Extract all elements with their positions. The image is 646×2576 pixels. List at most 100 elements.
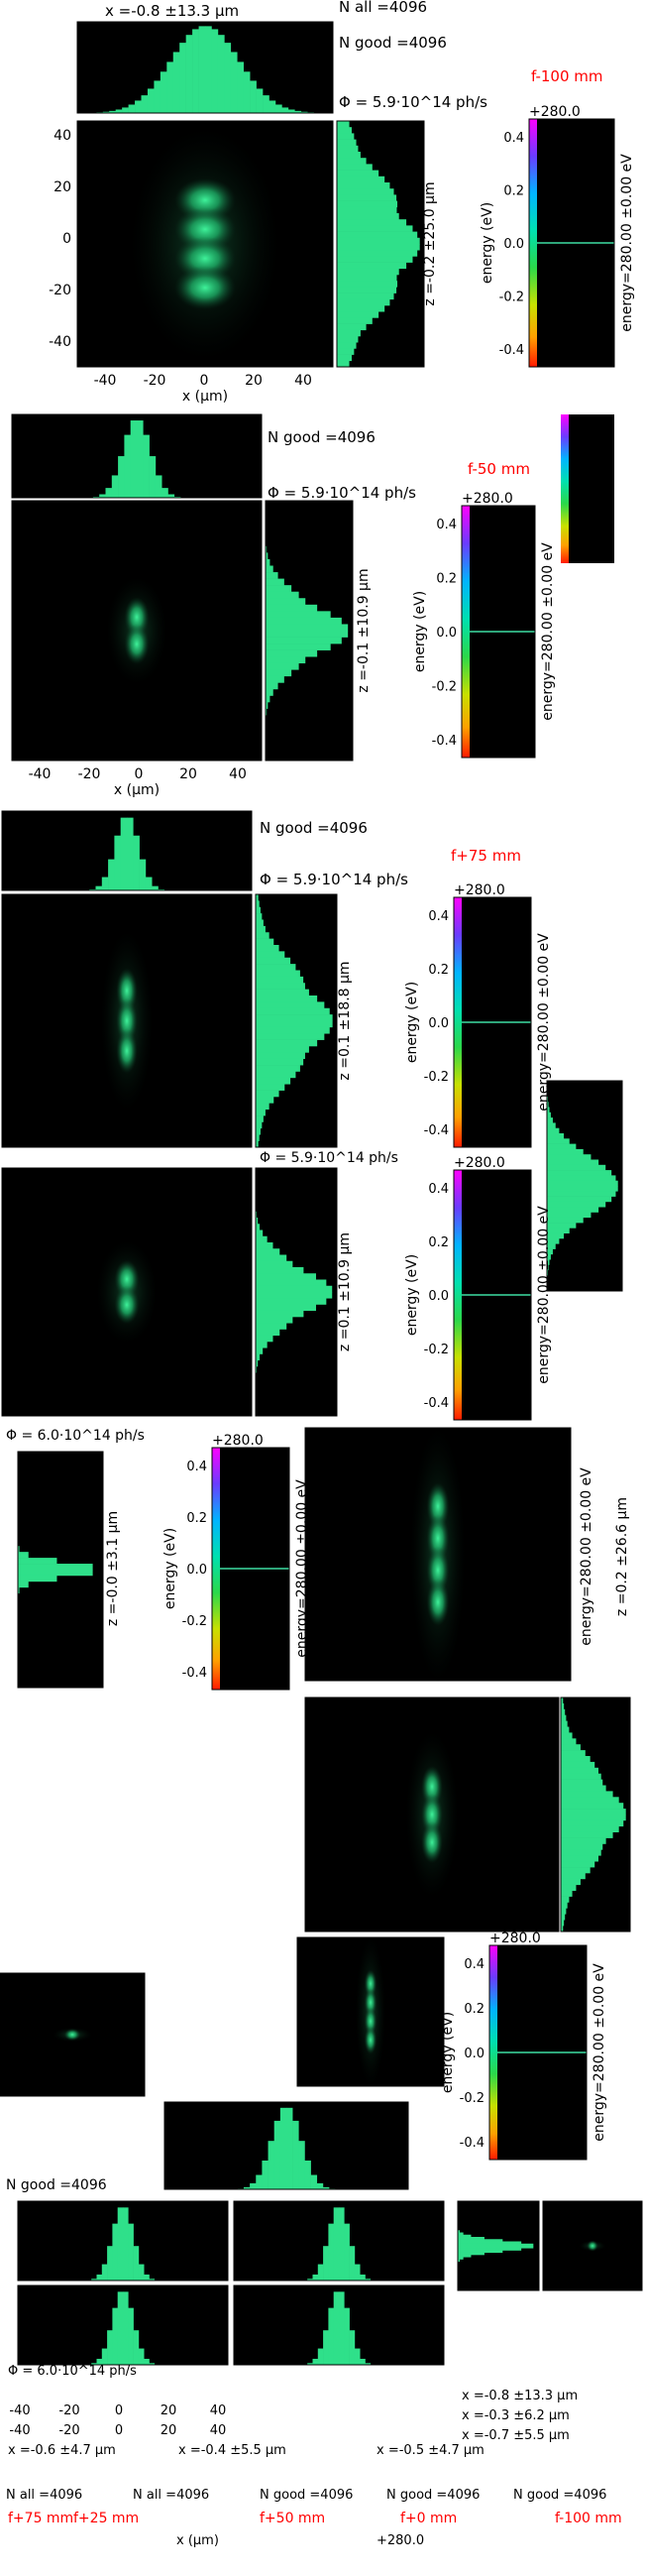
p6b-zhist-bar [561, 1926, 564, 1932]
p2-zhist-bar [266, 565, 273, 573]
p1-zhist-bar [337, 170, 379, 177]
p6-image-frame [304, 1427, 572, 1682]
s3-xhist-bar [365, 2279, 372, 2281]
s6-zhist-bar [458, 2248, 522, 2251]
p3-energy-tick: -0.2 [424, 1070, 449, 1085]
p6b-zhist-frame [560, 1697, 631, 1932]
summary-x-tick: -20 [58, 2403, 79, 2418]
p3-zhist-bar [256, 964, 296, 971]
p4-image-frame [1, 1167, 253, 1417]
p6b-zhist-bar [561, 1849, 601, 1856]
p3-zhist-bar [256, 1115, 264, 1122]
s6-zhist-bar [458, 2239, 503, 2242]
panel-f0: z =0.2 ±26.6 μm energy=280.00 ±0.00 eV +28… [296, 1426, 631, 2161]
s5-xhist-bar [323, 2330, 329, 2365]
p3-side-zhist-bar [547, 1201, 606, 1208]
p6b-zhist-bar [561, 1702, 565, 1710]
p3-zhist-bar [256, 1052, 305, 1060]
p1-xhist-bar [274, 104, 282, 113]
p1-zhist-bar [337, 293, 394, 300]
s1-xhist-bar [292, 2120, 299, 2189]
p2-energy-offset: +280.0 [462, 491, 513, 507]
p3-zhist-bar [256, 995, 318, 1002]
summary-stat: x =-0.3 ±6.2 μm [462, 2408, 570, 2423]
p1-image-frame [76, 120, 334, 368]
p1-x-tick: 20 [245, 373, 263, 389]
panel-f25: Φ = 6.0·10^14 ph/s z =-0.0 ±3.1 μm +280.0 0… [0, 1428, 310, 2193]
p3-zhist-bar [256, 1097, 274, 1104]
s4-xhist-bar [133, 2330, 140, 2365]
s6-zhist-bar [458, 2243, 534, 2247]
p4-zhist-bar [256, 1335, 273, 1343]
p2-zhist-bar [266, 708, 268, 716]
p6b-zhist-bar [561, 1920, 565, 1927]
p3-side-zhist-bar [547, 1154, 592, 1160]
s1-xhist-bar [268, 2141, 274, 2189]
summary-stat: x =-0.8 ±13.3 μm [462, 2389, 578, 2403]
p6b-zhist-bar [561, 1761, 595, 1769]
s6-zhist-bar [458, 2250, 503, 2254]
p3-side-zhist-bar [547, 1102, 549, 1108]
s4-xhist-bar [101, 2348, 108, 2365]
p3-side-zhist-bar [547, 1217, 584, 1224]
s5-xhist-bar [349, 2330, 356, 2365]
s5-xhist-bar [339, 2291, 345, 2365]
p2-zhist-bar [266, 604, 318, 612]
p1-zhist-bar [337, 250, 418, 257]
p1-zhist-bar [337, 256, 413, 263]
summary-stat: x =-0.6 ±4.7 μm [8, 2443, 116, 2458]
p3-side-zhist-bar [547, 1112, 551, 1118]
s3-xhist-bar [360, 2274, 366, 2281]
p1-xhist-bar [154, 80, 162, 113]
p1-zhist-bar [337, 287, 397, 293]
p6-z-stat: z =0.2 ±26.6 μm [614, 1497, 630, 1616]
s6-zhist-bar [458, 2257, 464, 2260]
p5-energy-offset: +280.0 [212, 1433, 264, 1449]
p4-zhist-bar [256, 1267, 304, 1274]
p2-zhist-frame [265, 500, 354, 761]
p4-zhist-bar [256, 1359, 259, 1367]
panel-f50: Φ = 5.9·10^14 ph/s z =0.1 ±10.9 μm +280.0 0… [1, 1150, 552, 1421]
p1-xhist-bar [172, 52, 180, 113]
s4-xhist-bar [117, 2291, 124, 2365]
p1-energy-offset: +280.0 [529, 104, 581, 120]
p4-energy-tick: -0.4 [424, 1396, 449, 1411]
s2-xhist-bar [101, 2264, 108, 2281]
p1-energy-colorbar [529, 119, 537, 367]
p1-xhist-bar [217, 35, 225, 113]
p2-focus-label: f-50 mm [468, 460, 530, 478]
s4-xhist-bar [128, 2307, 134, 2365]
p1-xhist-bar [269, 100, 276, 113]
s4-xhist-bar [149, 2363, 156, 2365]
p6b-zhist-bar [561, 1855, 598, 1862]
s3-xhist-bar [323, 2246, 329, 2281]
s3-xhist-bar [339, 2207, 345, 2281]
p4-zhist-bar [256, 1273, 316, 1280]
p3-side-zhist-bar [547, 1228, 570, 1233]
p1-energy-tick: -0.4 [499, 343, 524, 358]
p3-energy-tick: 0.4 [428, 909, 449, 924]
p3-side-zhist-bar [547, 1175, 616, 1181]
summary-x-tick: 0 [115, 2423, 123, 2438]
p2-xhist-bar [111, 475, 119, 498]
p3-image-lobe [116, 1028, 138, 1074]
p6b-zhist-bar [561, 1791, 613, 1798]
p3-side-zhist-bar [547, 1148, 584, 1155]
p3-zhist-bar [256, 1127, 261, 1135]
p3-zhist-bar [256, 925, 266, 933]
p1-xhist-bar [230, 52, 238, 113]
summary-stat: x =-0.4 ±5.5 μm [178, 2443, 286, 2458]
p1-x-tick: -40 [94, 373, 117, 389]
p5-zhist-bar [18, 1546, 20, 1553]
p2-x-tick: 0 [135, 766, 144, 782]
p4-energy-caption: energy=280.00 ±0.00 eV [536, 1206, 552, 1384]
p1-image-lobe [174, 266, 236, 310]
p1-xhist-bar [211, 29, 219, 113]
p2-zhist-bar [266, 675, 284, 683]
p4-zhist-bar [256, 1260, 293, 1268]
p2-zhist-bar [266, 649, 318, 657]
p1-zhist-frame [336, 120, 425, 368]
p4-zhist-bar [256, 1317, 293, 1324]
p6b-image-frame [304, 1697, 560, 1932]
